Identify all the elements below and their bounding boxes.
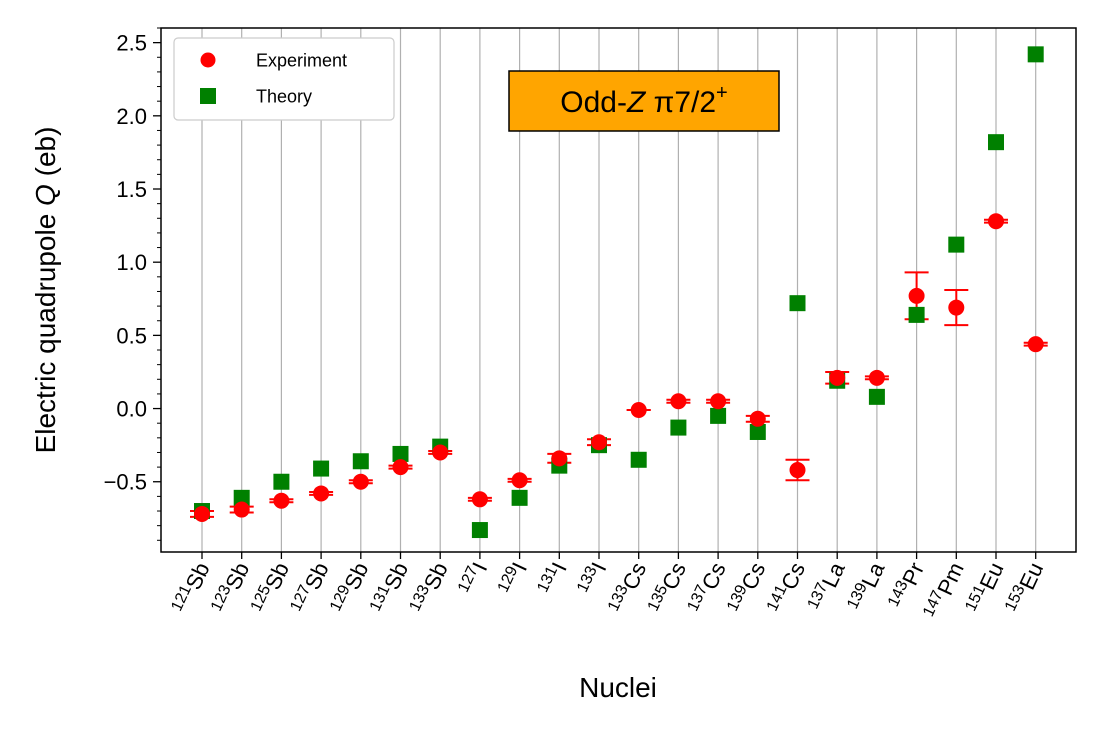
experiment-series — [194, 213, 1044, 522]
experiment-point — [194, 505, 210, 522]
chart-title: Odd-Z π7/2+ — [560, 82, 727, 119]
y-tick-label: 1.5 — [116, 177, 147, 202]
y-tick-label: 2.5 — [116, 31, 147, 56]
experiment-point — [1027, 336, 1044, 353]
experiment-point — [988, 213, 1004, 230]
theory-point — [273, 473, 290, 490]
x-tick-label: 135Cs — [645, 558, 691, 618]
y-tick-label: 1.0 — [116, 250, 147, 275]
theory-point — [392, 445, 409, 462]
theory-point — [1027, 46, 1044, 63]
y-axis-title: Electric quadrupole Q (eb) — [30, 127, 61, 454]
y-tick-label: 2.0 — [116, 104, 147, 129]
experiment-point — [273, 492, 290, 509]
legend-experiment-marker — [200, 52, 216, 68]
experiment-point — [749, 410, 766, 427]
theory-point — [988, 134, 1004, 151]
legend-box — [173, 37, 395, 121]
x-tick-label: 139Cs — [724, 558, 770, 618]
x-tick-label: 125Sb — [248, 558, 294, 618]
x-tick-label: 121Sb — [168, 558, 214, 618]
x-tick-label: 129Sb — [327, 558, 373, 618]
theory-point — [471, 522, 488, 539]
x-tick-label: 137Cs — [684, 558, 730, 618]
x-tick-label: 151Eu — [962, 558, 1008, 618]
theory-point — [233, 489, 250, 506]
x-tick-label: 137La — [805, 557, 851, 615]
theory-point — [749, 423, 766, 440]
plot-frame — [160, 27, 1077, 553]
x-tick-label: 139La — [844, 557, 890, 615]
experiment-point — [432, 444, 449, 461]
x-tick-label: 147Pm — [920, 558, 969, 623]
x-tick-label: 141Cs — [764, 558, 810, 618]
x-tick-label: 133I — [574, 558, 611, 599]
experiment-point — [352, 473, 369, 490]
experiment-point — [511, 472, 528, 489]
experiment-point — [829, 369, 846, 386]
x-tick-label: 127Sb — [287, 558, 333, 618]
legend-theory-marker — [200, 88, 216, 104]
y-axis-ticks: −0.5 0.0 0.5 1.0 1.5 2.0 2.5 — [104, 27, 161, 541]
x-tick-label: 131I — [534, 558, 571, 599]
theory-point — [908, 306, 925, 323]
experiment-point — [948, 299, 965, 316]
theory-point — [511, 489, 528, 506]
theory-point — [670, 419, 687, 436]
x-tick-label: 133Cs — [605, 558, 651, 618]
x-tick-label: 153Eu — [1002, 558, 1048, 618]
x-axis-title: Nuclei — [579, 672, 657, 703]
experiment-point — [630, 402, 647, 419]
experiment-point — [471, 491, 488, 508]
theory-point — [630, 451, 647, 468]
theory-point — [789, 295, 806, 312]
theory-point — [948, 236, 965, 253]
experiment-point — [392, 459, 409, 476]
experiment-point — [313, 485, 330, 502]
legend: Experiment Theory — [173, 37, 395, 121]
x-tick-label: 123Sb — [208, 558, 254, 618]
theory-point — [313, 460, 330, 477]
x-tick-label: 127I — [455, 558, 492, 599]
experiment-point — [710, 393, 727, 410]
experiment-point — [908, 287, 925, 304]
x-tick-label: 129I — [495, 558, 532, 599]
legend-theory-label: Theory — [256, 87, 312, 107]
x-tick-label: 133Sb — [407, 558, 453, 618]
theory-point — [710, 407, 727, 424]
title-box — [508, 70, 780, 132]
title-annotation: Odd-Z π7/2+ — [508, 70, 780, 132]
experiment-point — [591, 434, 607, 451]
experiment-point — [233, 501, 250, 518]
experiment-point — [551, 450, 568, 467]
experiment-point — [868, 369, 885, 386]
experiment-point — [670, 393, 687, 410]
y-tick-label: 0.5 — [116, 323, 147, 348]
y-tick-label: −0.5 — [104, 470, 147, 495]
y-tick-label: 0.0 — [116, 397, 147, 422]
x-tick-label: 131Sb — [367, 558, 413, 618]
experiment-point — [789, 462, 806, 479]
theory-point — [352, 453, 369, 470]
legend-experiment-label: Experiment — [256, 51, 347, 71]
theory-point — [868, 388, 885, 405]
